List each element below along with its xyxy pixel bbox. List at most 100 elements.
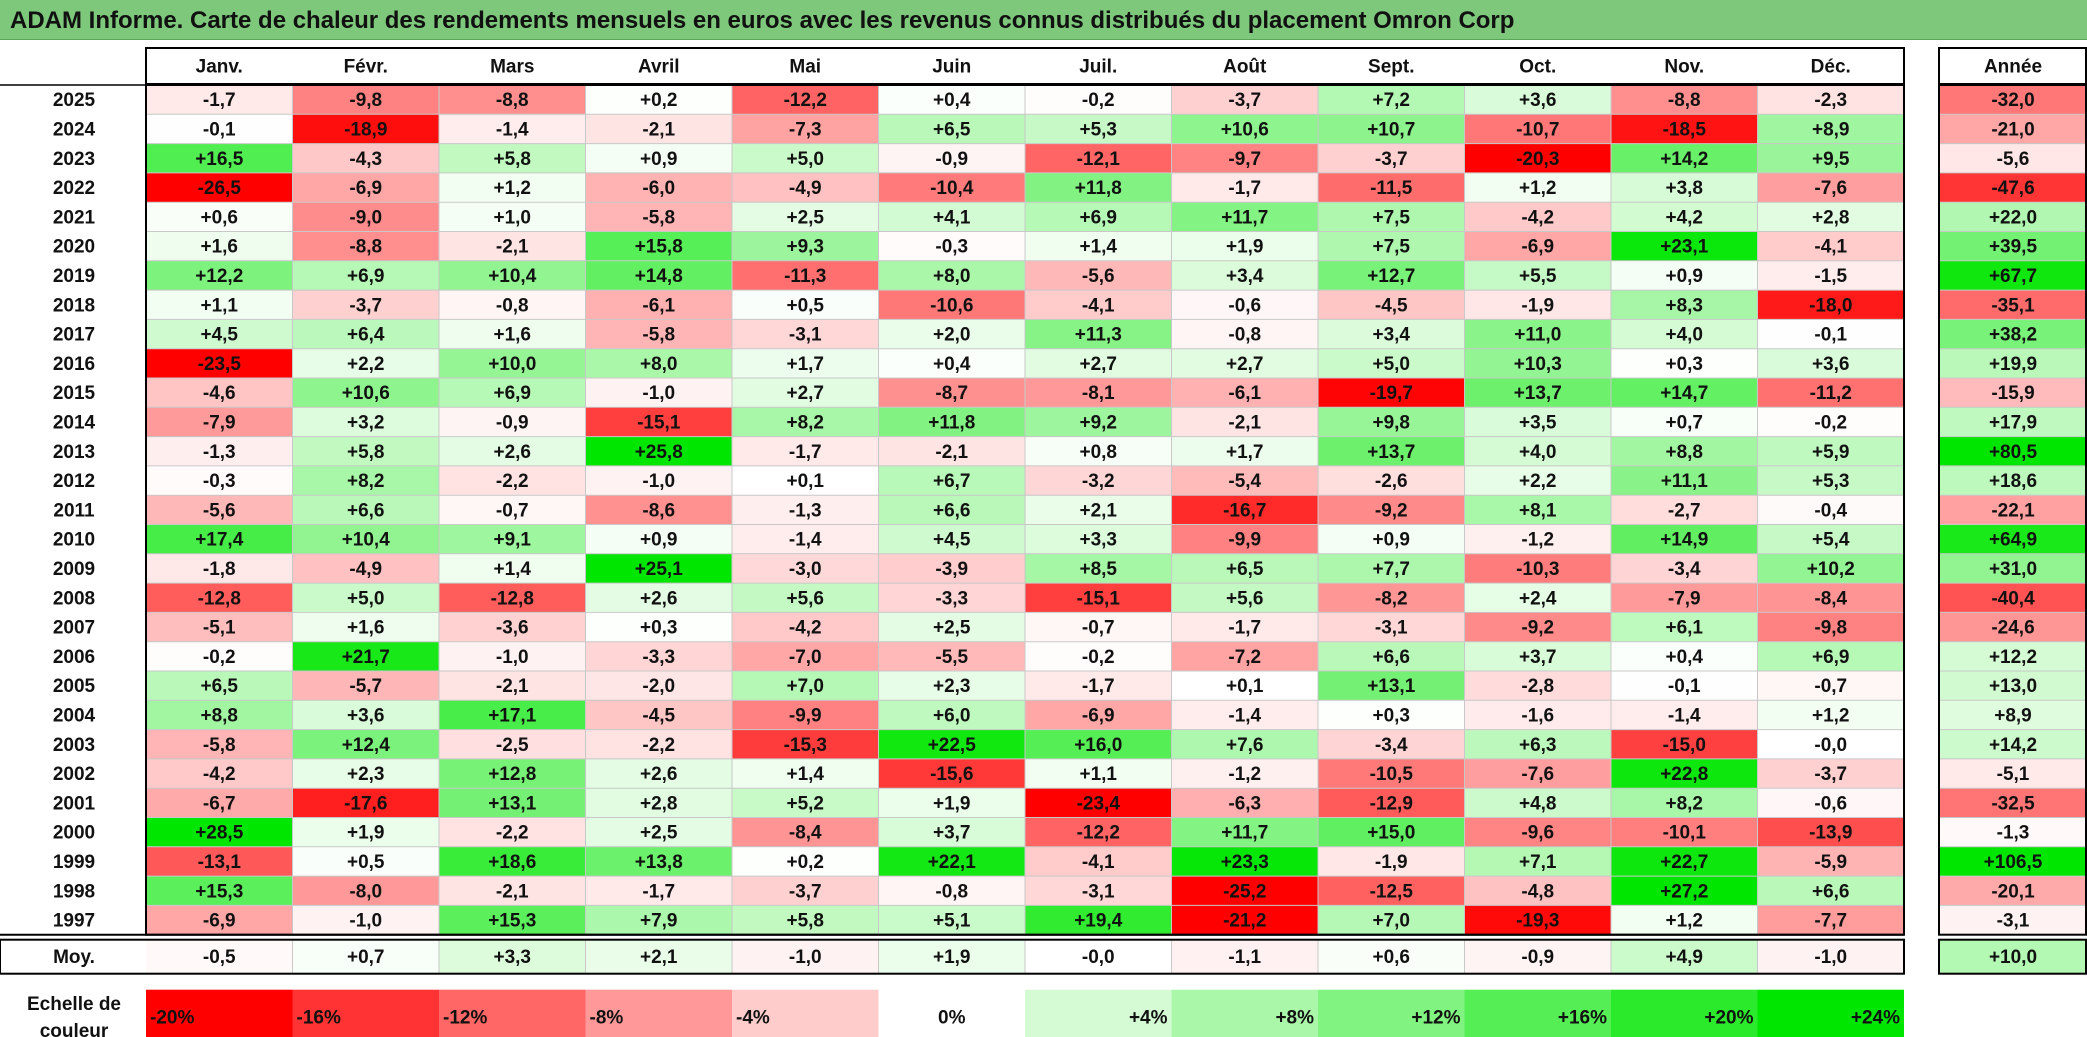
heatmap-cell — [1464, 407, 1611, 437]
cell-value: -7,9 — [1668, 588, 1701, 609]
heatmap-cell — [585, 143, 732, 173]
cell-value: -4,9 — [349, 559, 382, 580]
cell-value: +22,5 — [928, 735, 977, 756]
cell-value: +6,6 — [933, 500, 971, 521]
heatmap-cell — [1318, 495, 1465, 525]
heatmap-cell — [292, 407, 439, 437]
heatmap-cell — [1611, 114, 1758, 144]
annual-cell — [1939, 260, 2086, 291]
heatmap-cell — [732, 729, 879, 759]
scale-swatch — [1171, 989, 1318, 1037]
heatmap-cell — [146, 788, 293, 818]
annual-value: +39,5 — [1989, 237, 2038, 258]
cell-value: -7,2 — [1228, 647, 1261, 668]
cell-value: +6,6 — [347, 500, 385, 521]
heatmap-cell — [1318, 143, 1465, 173]
heatmap-cell — [585, 817, 732, 847]
heatmap-cell — [1757, 114, 1904, 144]
heatmap-cell — [1464, 905, 1611, 935]
scale-swatch — [878, 989, 1025, 1037]
cell-value: -15,1 — [637, 412, 681, 433]
heatmap-cell — [585, 553, 732, 584]
heatmap-cell — [1611, 583, 1758, 613]
heatmap-cell — [1318, 846, 1465, 877]
cell-value: -1,4 — [789, 530, 822, 551]
scale-title: Echelle de — [27, 994, 121, 1015]
year-label: 2014 — [53, 412, 96, 433]
cell-value: +14,8 — [635, 266, 683, 287]
cell-value: +8,5 — [1079, 559, 1117, 580]
heatmap-cell — [732, 114, 879, 144]
annual-value: -32,5 — [1991, 793, 2035, 814]
year-label: 2013 — [53, 442, 95, 463]
cell-value: -7,7 — [1814, 911, 1847, 932]
heatmap-cell — [1757, 348, 1904, 378]
annual-value: +106,5 — [1984, 852, 2043, 873]
annual-cell — [1939, 612, 2086, 642]
heatmap-cell — [732, 876, 879, 906]
heatmap-cell — [585, 788, 732, 818]
scale-label: -8% — [590, 1008, 624, 1029]
cell-value: +15,8 — [635, 237, 683, 258]
heatmap-cell — [1025, 202, 1172, 232]
heatmap-cell — [585, 319, 732, 349]
cell-value: +8,2 — [786, 412, 824, 433]
cell-value: +9,3 — [786, 237, 824, 258]
heatmap-cell — [585, 671, 732, 701]
year-label: 2004 — [53, 705, 96, 726]
heatmap-cell — [292, 348, 439, 378]
cell-value: -3,7 — [349, 295, 382, 316]
annual-frame — [1938, 84, 2087, 936]
cell-value: -3,2 — [1082, 471, 1115, 492]
heatmap-cell — [878, 172, 1025, 203]
cell-value: -5,4 — [1228, 471, 1261, 492]
heatmap-cell — [1611, 436, 1758, 466]
average-cell — [292, 939, 439, 974]
cell-value: +0,5 — [347, 852, 385, 873]
cell-value: +6,1 — [1665, 618, 1703, 639]
cell-value: +10,2 — [1807, 559, 1855, 580]
average-value: +1,9 — [933, 947, 971, 968]
heatmap-cell — [732, 553, 879, 584]
cell-value: +0,1 — [786, 471, 824, 492]
annual-value: -5,6 — [1997, 149, 2030, 170]
month-header: Janv. — [196, 57, 243, 78]
cell-value: -2,1 — [496, 881, 529, 902]
average-value: -0,5 — [203, 947, 236, 968]
heatmap-cell — [585, 378, 732, 408]
annual-value: -1,3 — [1997, 823, 2030, 844]
heatmap-cell — [1171, 202, 1318, 232]
cell-value: -4,2 — [1521, 207, 1554, 228]
cell-value: +18,6 — [488, 852, 536, 873]
cell-value: +5,0 — [1372, 354, 1410, 375]
heatmap-cell — [292, 583, 439, 613]
cell-value: -4,5 — [642, 705, 675, 726]
heatmap-cell — [1025, 348, 1172, 378]
cell-value: +13,8 — [635, 852, 683, 873]
cell-value: +10,3 — [1514, 354, 1562, 375]
cell-value: +0,4 — [1665, 647, 1703, 668]
cell-value: -11,2 — [1810, 383, 1852, 404]
cell-value: -1,9 — [1375, 852, 1408, 873]
heatmap-cell — [732, 348, 879, 378]
cell-value: -1,3 — [789, 500, 822, 521]
heatmap-cell — [292, 788, 439, 818]
cell-value: +3,4 — [1372, 325, 1410, 346]
heatmap-cell — [732, 378, 879, 408]
cell-value: +8,2 — [347, 471, 385, 492]
cell-value: +0,2 — [786, 852, 824, 873]
heatmap-cell — [1611, 729, 1758, 759]
heatmap-cell — [1318, 817, 1465, 847]
heatmap-cell — [1171, 641, 1318, 671]
scale-swatch — [439, 989, 586, 1037]
cell-value: -3,1 — [1375, 618, 1408, 639]
cell-value: +6,6 — [1812, 881, 1850, 902]
annual-cell — [1939, 436, 2086, 466]
heatmap-cell — [1611, 846, 1758, 877]
cell-value: +3,6 — [1812, 354, 1850, 375]
heatmap-cell — [1611, 290, 1758, 320]
heatmap-cell — [146, 231, 293, 261]
heatmap-cell — [1171, 700, 1318, 730]
cell-value: -0,8 — [935, 881, 968, 902]
heatmap-cell — [292, 172, 439, 203]
